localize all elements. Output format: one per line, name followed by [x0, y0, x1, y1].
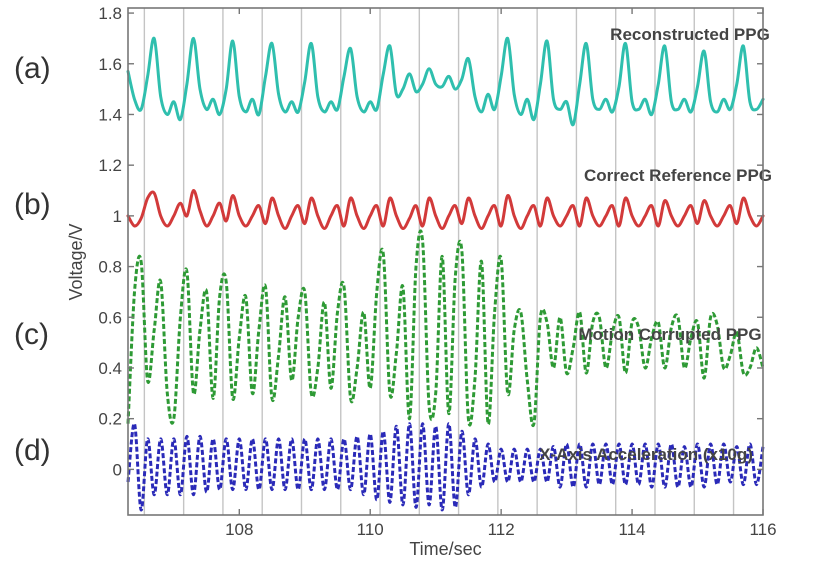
beat-grid-lines [143, 8, 735, 515]
axes: 0 0.2 0.4 0.6 0.8 1 1.2 1.4 1.6 1.8 108 110 112 114 11… [66, 4, 777, 559]
x-tick-label: 116 [749, 520, 776, 539]
series-label-2: Motion Corrupted PPG [578, 325, 761, 344]
y-tick-label: 0 [113, 460, 122, 479]
y-tick-label: 0.8 [98, 258, 122, 277]
y-tick-label: 0.6 [98, 308, 122, 327]
series-line-3 [126, 422, 765, 512]
y-tick-label: 0.4 [98, 359, 122, 378]
panel-label-d: (d) [14, 434, 51, 467]
series-label-0: Reconstructed PPG [610, 25, 770, 44]
y-tick-label: 1.8 [98, 4, 122, 23]
y-tick-label: 0.2 [98, 410, 122, 429]
x-axis-label: Time/sec [409, 539, 481, 559]
x-tick-label: 114 [619, 520, 646, 539]
series-label-3: X-Axis Acceleration (x10g) [539, 445, 753, 464]
series-label-1: Correct Reference PPG [584, 166, 772, 185]
y-tick-label: 1 [113, 207, 122, 226]
y-tick-label: 1.6 [98, 55, 122, 74]
y-axis-label: Voltage/V [66, 223, 86, 300]
x-tick-label: 110 [357, 520, 384, 539]
x-tick-label: 112 [488, 520, 515, 539]
series-labels: Reconstructed PPG Correct Reference PPG Mo… [539, 25, 772, 464]
series-lines [126, 36, 765, 512]
series-line-1 [126, 188, 765, 230]
panel-label-b: (b) [14, 188, 51, 221]
x-tick-label: 108 [225, 520, 253, 539]
panel-label-a: (a) [14, 52, 51, 85]
plot-frame [127, 7, 764, 516]
y-tick-label: 1.2 [98, 156, 122, 175]
y-tick-label: 1.4 [98, 105, 122, 124]
panel-label-c: (c) [14, 318, 49, 351]
series-line-0 [126, 36, 765, 127]
series-line-2 [126, 229, 765, 428]
